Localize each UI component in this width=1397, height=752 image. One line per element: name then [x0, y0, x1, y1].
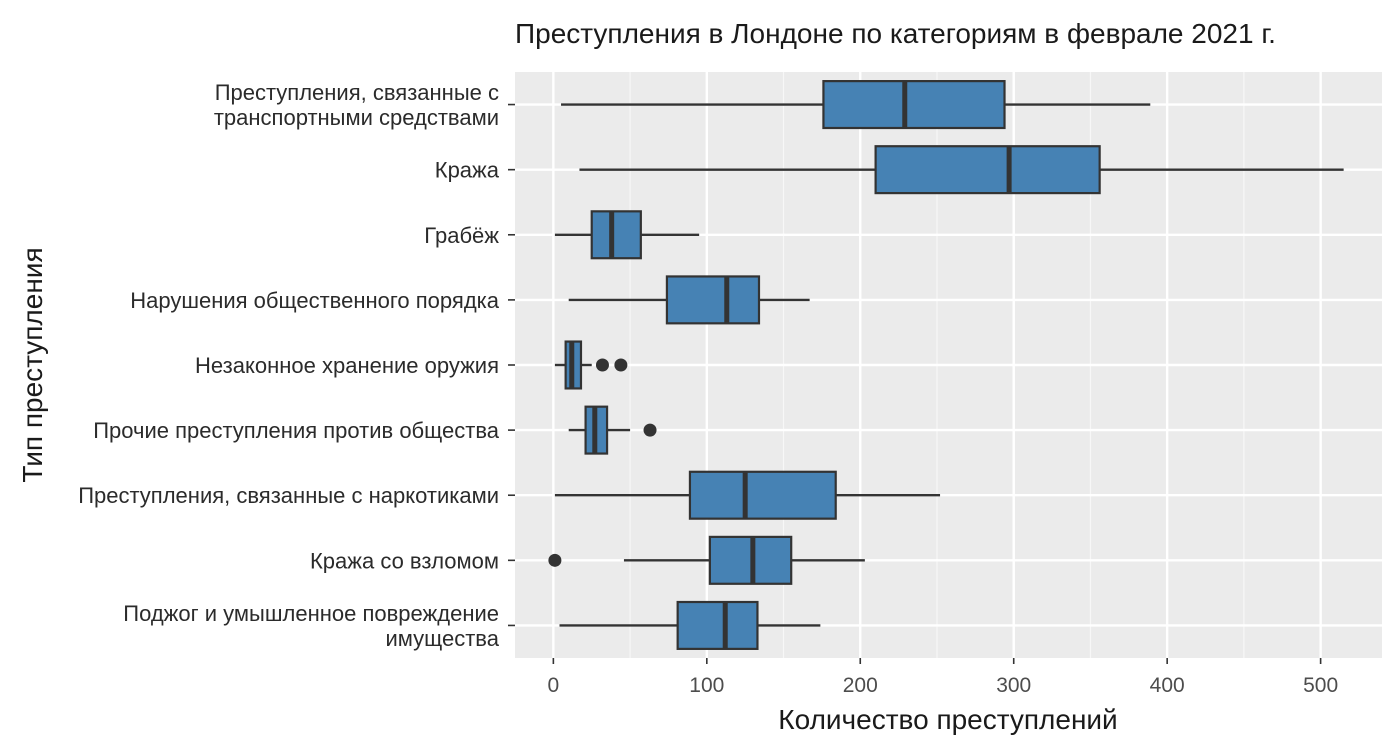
box [665, 275, 761, 325]
y-tick-label: транспортными средствами [214, 105, 499, 130]
box [688, 470, 837, 520]
outlier-point [548, 553, 562, 567]
box [590, 210, 642, 260]
y-tick-label: Прочие преступления против общества [93, 418, 500, 443]
x-tick-label: 400 [1150, 674, 1185, 697]
y-tick-label: Кража [435, 158, 500, 183]
outlier-point [595, 358, 609, 372]
box [676, 600, 759, 650]
y-tick-label: Поджог и умышленное повреждение [123, 601, 499, 626]
chart-title: Преступления в Лондоне по категориям в ф… [515, 18, 1276, 49]
outlier-point [643, 423, 657, 437]
x-axis-ticks: 0 100 200 300 400 500 [548, 658, 1338, 697]
x-tick-label: 500 [1303, 674, 1338, 697]
y-tick-label: Нарушения общественного порядка [130, 288, 500, 313]
y-tick-label: имущества [385, 626, 499, 651]
y-axis-label: Тип преступления [17, 247, 48, 482]
x-tick-label: 300 [996, 674, 1031, 697]
box [822, 80, 1006, 130]
y-tick-label: Незаконное хранение оружия [195, 353, 499, 378]
x-tick-label: 200 [843, 674, 878, 697]
y-tick-label: Преступления, связанные с [215, 80, 499, 105]
x-axis-label: Количество преступлений [778, 704, 1117, 735]
box [874, 145, 1101, 195]
x-tick-label: 100 [689, 674, 724, 697]
y-tick-label: Преступления, связанные с наркотиками [78, 483, 499, 508]
boxes [548, 80, 1344, 650]
y-tick-label: Грабёж [424, 223, 499, 248]
y-tick-label: Кража со взломом [310, 548, 499, 573]
outlier-point [614, 358, 628, 372]
x-tick-label: 0 [548, 674, 560, 697]
